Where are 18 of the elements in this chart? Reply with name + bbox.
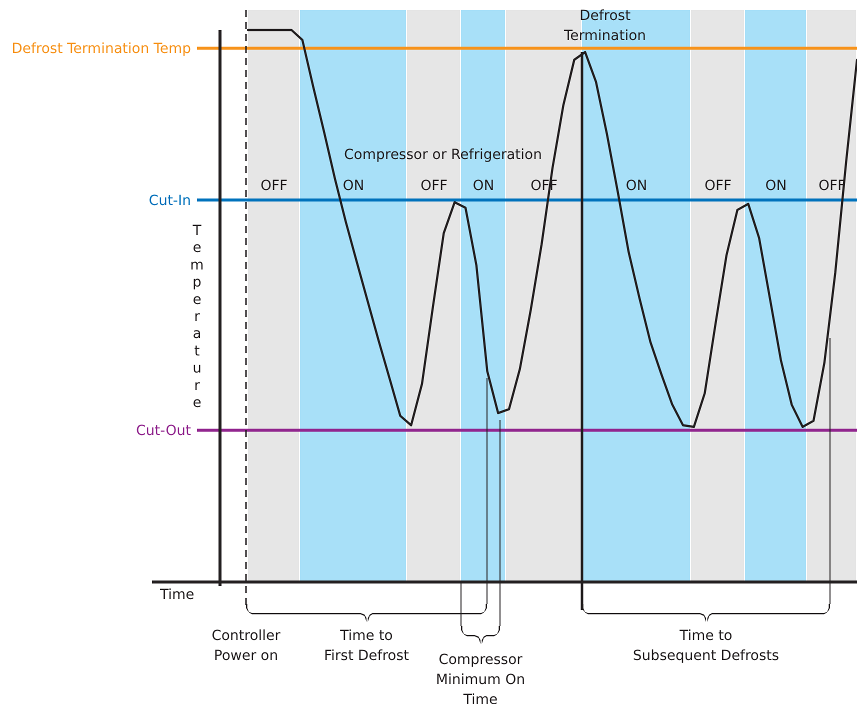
annotation: ON (472, 178, 494, 194)
ref-line-label: Cut-In (148, 193, 191, 210)
annotation: ON (765, 178, 787, 194)
x-axis-title: Time (159, 587, 194, 603)
ref-line-label: Defrost Termination Temp (12, 41, 192, 58)
ref-line-label: Cut-Out (136, 423, 192, 440)
annotation: OFF (260, 178, 288, 194)
text: Controller Power on (212, 628, 281, 664)
text: Temperature (190, 223, 204, 411)
text: Time to Subsequent Defrosts (632, 628, 780, 664)
annotation: OFF (420, 178, 448, 194)
text: Time to First Defrost (324, 628, 410, 664)
annotation: ON (626, 178, 648, 194)
text: Compressor Minimum On Time (436, 652, 526, 704)
annotation: OFF (704, 178, 732, 194)
annotation: Compressor or Refrigeration (344, 147, 542, 163)
annotation: ON (342, 178, 364, 194)
annotation: Defrost Termination (562, 8, 646, 44)
